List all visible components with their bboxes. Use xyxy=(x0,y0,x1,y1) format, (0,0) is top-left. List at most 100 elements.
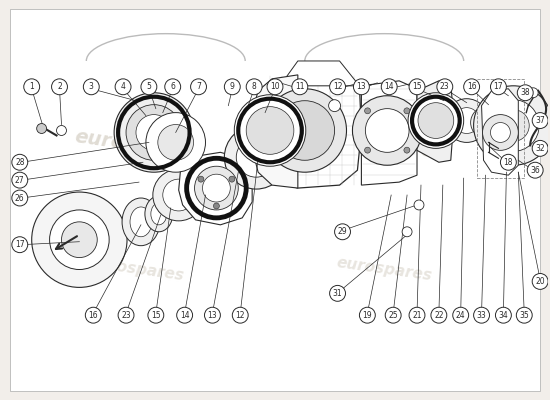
Circle shape xyxy=(532,140,548,156)
Circle shape xyxy=(532,274,548,289)
Text: 15: 15 xyxy=(151,311,161,320)
Text: eurospares: eurospares xyxy=(87,255,185,284)
Text: 13: 13 xyxy=(208,311,217,320)
Circle shape xyxy=(202,174,230,202)
Circle shape xyxy=(409,79,425,95)
Circle shape xyxy=(353,96,422,165)
Ellipse shape xyxy=(145,196,173,232)
Text: 15: 15 xyxy=(412,82,422,91)
Circle shape xyxy=(205,307,221,323)
Text: 5: 5 xyxy=(146,82,151,91)
Text: 14: 14 xyxy=(180,311,189,320)
Circle shape xyxy=(224,79,240,95)
Text: 24: 24 xyxy=(456,311,465,320)
Circle shape xyxy=(408,93,464,148)
Text: 27: 27 xyxy=(15,176,25,185)
Circle shape xyxy=(12,154,28,170)
Text: 4: 4 xyxy=(120,82,125,91)
Circle shape xyxy=(334,224,350,240)
Circle shape xyxy=(146,113,206,172)
Circle shape xyxy=(477,114,496,132)
Circle shape xyxy=(482,114,518,150)
Text: 22: 22 xyxy=(434,311,444,320)
Text: 34: 34 xyxy=(498,311,508,320)
Polygon shape xyxy=(250,75,298,188)
Circle shape xyxy=(141,79,157,95)
Bar xyxy=(477,79,524,178)
Circle shape xyxy=(414,200,424,210)
Text: 37: 37 xyxy=(535,116,545,125)
Circle shape xyxy=(534,142,542,149)
Circle shape xyxy=(527,162,543,178)
Ellipse shape xyxy=(130,207,152,237)
Text: 38: 38 xyxy=(520,88,530,97)
Circle shape xyxy=(12,237,28,253)
Text: 3: 3 xyxy=(89,82,94,91)
Text: 25: 25 xyxy=(388,311,398,320)
Polygon shape xyxy=(361,81,417,185)
Circle shape xyxy=(158,124,194,160)
Text: 16: 16 xyxy=(467,82,476,91)
Circle shape xyxy=(365,109,409,152)
Circle shape xyxy=(487,100,539,151)
Text: 23: 23 xyxy=(440,82,450,91)
Circle shape xyxy=(409,307,425,323)
Circle shape xyxy=(418,103,454,138)
Circle shape xyxy=(485,104,508,128)
Circle shape xyxy=(115,79,131,95)
Circle shape xyxy=(516,307,532,323)
Circle shape xyxy=(275,101,334,160)
Circle shape xyxy=(474,307,490,323)
Ellipse shape xyxy=(151,203,167,225)
Circle shape xyxy=(445,99,488,142)
Circle shape xyxy=(85,307,101,323)
Text: 28: 28 xyxy=(15,158,25,167)
Circle shape xyxy=(464,79,480,95)
Circle shape xyxy=(404,147,410,153)
Circle shape xyxy=(234,95,306,166)
Circle shape xyxy=(354,79,370,95)
Text: 18: 18 xyxy=(504,158,513,167)
Circle shape xyxy=(24,79,40,95)
Circle shape xyxy=(381,79,397,95)
FancyBboxPatch shape xyxy=(10,9,540,391)
Text: 12: 12 xyxy=(235,311,245,320)
Text: 9: 9 xyxy=(230,82,235,91)
Text: 1: 1 xyxy=(29,82,34,91)
Circle shape xyxy=(528,88,538,98)
Circle shape xyxy=(404,108,410,114)
Circle shape xyxy=(496,307,512,323)
Circle shape xyxy=(153,169,205,221)
Text: 32: 32 xyxy=(535,144,545,153)
Text: 13: 13 xyxy=(356,82,366,91)
Circle shape xyxy=(148,307,164,323)
Text: 6: 6 xyxy=(170,82,175,91)
Circle shape xyxy=(491,79,507,95)
Text: 16: 16 xyxy=(89,311,98,320)
Polygon shape xyxy=(482,89,518,175)
Circle shape xyxy=(329,100,340,112)
Circle shape xyxy=(136,114,172,150)
Text: 35: 35 xyxy=(519,311,529,320)
Text: 11: 11 xyxy=(295,82,305,91)
Circle shape xyxy=(263,89,346,172)
Circle shape xyxy=(329,79,345,95)
Text: 14: 14 xyxy=(384,82,394,91)
Text: 23: 23 xyxy=(121,311,131,320)
Circle shape xyxy=(224,126,288,189)
Text: 12: 12 xyxy=(333,82,342,91)
Circle shape xyxy=(454,108,480,134)
Circle shape xyxy=(497,110,529,142)
Circle shape xyxy=(177,307,192,323)
Circle shape xyxy=(365,147,371,153)
Circle shape xyxy=(198,176,204,182)
Circle shape xyxy=(114,93,194,172)
Text: 21: 21 xyxy=(412,311,422,320)
Circle shape xyxy=(37,124,47,134)
Text: 33: 33 xyxy=(477,311,486,320)
Text: 19: 19 xyxy=(362,311,372,320)
Text: 29: 29 xyxy=(338,227,348,236)
Circle shape xyxy=(246,107,294,154)
Polygon shape xyxy=(260,76,361,188)
Text: eurospares: eurospares xyxy=(74,127,199,163)
